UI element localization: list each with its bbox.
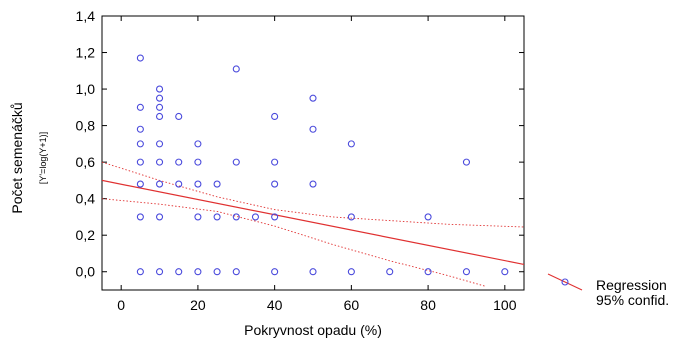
y-axis-tick-labels: 0,0 0,2 0,4 0,6 0,8 1,0 1,2 1,4 — [76, 8, 96, 280]
data-point — [155, 85, 164, 93]
data-point — [309, 180, 317, 188]
x-tick-label: 60 — [344, 297, 360, 313]
x-tick-label: 80 — [420, 297, 436, 313]
data-point — [213, 268, 221, 276]
regression-line — [102, 179, 524, 266]
data-point — [136, 180, 144, 188]
data-point — [155, 268, 164, 276]
data-point — [232, 213, 240, 221]
data-point — [194, 140, 202, 148]
data-point — [213, 213, 221, 221]
data-point — [136, 54, 144, 62]
data-point — [136, 125, 144, 133]
data-point — [386, 268, 394, 276]
data-point — [309, 125, 317, 133]
x-tick-label: 100 — [493, 297, 517, 313]
data-points — [136, 54, 509, 276]
legend: Regression 95% confid. — [547, 273, 669, 308]
legend-point-marker — [561, 278, 569, 286]
data-point — [194, 268, 202, 276]
axis-ticks — [102, 15, 524, 290]
data-point — [213, 180, 221, 188]
data-point — [155, 94, 164, 102]
legend-entry-regression: Regression — [596, 277, 667, 293]
data-point — [232, 158, 240, 166]
data-point — [271, 180, 279, 188]
plot-area — [101, 15, 525, 291]
data-point — [155, 112, 164, 121]
legend-entry-confidence: 95% confid. — [596, 292, 669, 308]
confidence-band-lower — [102, 198, 486, 287]
data-point — [424, 213, 432, 221]
confidence-band-upper — [102, 161, 524, 228]
data-point — [136, 213, 144, 221]
data-point — [271, 213, 279, 221]
data-point — [136, 103, 144, 111]
data-point — [347, 268, 355, 276]
y-axis-label: Počet semenáčků — [9, 102, 25, 213]
data-point — [309, 94, 317, 102]
data-point — [309, 268, 317, 276]
data-point — [347, 213, 355, 221]
data-point — [175, 112, 183, 121]
y-tick-label: 0,6 — [76, 154, 96, 170]
data-point — [232, 65, 240, 73]
data-point — [155, 213, 164, 221]
x-tick-label: 0 — [117, 297, 125, 313]
data-point — [194, 180, 202, 188]
legend-regression-line-marker — [547, 273, 583, 291]
data-point — [347, 140, 355, 148]
x-tick-label: 40 — [267, 297, 283, 313]
y-tick-label: 1,2 — [76, 45, 96, 61]
y-tick-label: 0,0 — [76, 264, 96, 280]
data-point — [136, 158, 144, 166]
data-point — [462, 268, 471, 276]
data-point — [136, 268, 144, 276]
data-point — [462, 158, 471, 166]
data-point — [155, 103, 164, 111]
data-point — [175, 158, 183, 166]
data-point — [155, 140, 164, 148]
y-tick-label: 0,4 — [76, 191, 96, 207]
data-point — [175, 268, 183, 276]
data-point — [232, 268, 240, 276]
regression-lines — [102, 161, 524, 287]
y-axis-sublabel: [Y'=log(Y+1)] — [38, 132, 48, 184]
y-tick-label: 0,2 — [76, 227, 96, 243]
y-tick-label: 0,8 — [76, 118, 96, 134]
x-axis-label: Pokryvnost opadu (%) — [244, 322, 382, 338]
data-point — [271, 112, 279, 121]
data-point — [136, 140, 144, 148]
data-point — [271, 158, 279, 166]
data-point — [251, 213, 260, 221]
y-tick-label: 1,0 — [76, 81, 96, 97]
data-point — [175, 180, 183, 188]
x-tick-label: 20 — [190, 297, 206, 313]
data-point — [155, 180, 164, 188]
data-point — [271, 268, 279, 276]
data-point — [194, 213, 202, 221]
y-tick-label: 1,4 — [76, 8, 96, 24]
data-point — [155, 158, 164, 166]
x-axis-tick-labels: 0 20 40 60 80 100 — [117, 297, 516, 313]
data-point — [424, 268, 432, 276]
data-point — [194, 158, 202, 166]
data-point — [501, 268, 509, 276]
